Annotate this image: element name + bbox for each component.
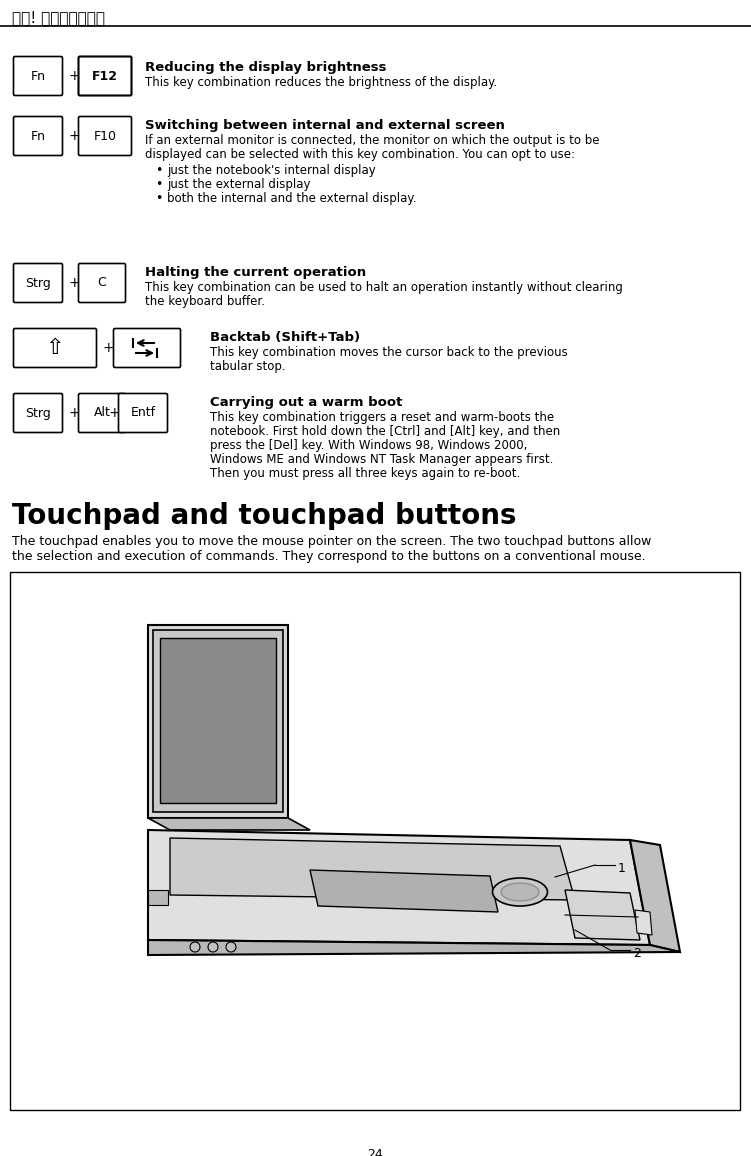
Bar <box>10 572 740 1110</box>
Text: This key combination triggers a reset and warm-boots the: This key combination triggers a reset an… <box>210 412 554 424</box>
Text: Backtab (Shift+Tab): Backtab (Shift+Tab) <box>210 331 360 344</box>
Text: just the notebook's internal display: just the notebook's internal display <box>167 164 376 177</box>
Text: displayed can be selected with this key combination. You can opt to use:: displayed can be selected with this key … <box>145 148 575 161</box>
Circle shape <box>208 942 218 953</box>
Text: F10: F10 <box>94 129 116 142</box>
Text: F12: F12 <box>92 69 118 82</box>
Text: 24: 24 <box>367 1148 383 1156</box>
Polygon shape <box>148 818 310 830</box>
Text: press the [Del] key. With Windows 98, Windows 2000,: press the [Del] key. With Windows 98, Wi… <box>210 439 527 452</box>
Text: +: + <box>68 406 80 420</box>
FancyBboxPatch shape <box>14 393 62 432</box>
Polygon shape <box>310 870 498 912</box>
Polygon shape <box>630 840 680 953</box>
Text: •: • <box>155 178 162 191</box>
Text: the keyboard buffer.: the keyboard buffer. <box>145 295 265 307</box>
Text: 錯誤! 尚未定義樣式。: 錯誤! 尚未定義樣式。 <box>12 10 105 25</box>
Text: This key combination can be used to halt an operation instantly without clearing: This key combination can be used to halt… <box>145 281 623 294</box>
Polygon shape <box>160 638 276 803</box>
Text: tabular stop.: tabular stop. <box>210 360 285 373</box>
Ellipse shape <box>501 883 539 901</box>
FancyBboxPatch shape <box>79 57 131 96</box>
Text: notebook. First hold down the [Ctrl] and [Alt] key, and then: notebook. First hold down the [Ctrl] and… <box>210 425 560 438</box>
Text: This key combination reduces the brightness of the display.: This key combination reduces the brightn… <box>145 76 497 89</box>
FancyBboxPatch shape <box>14 117 62 156</box>
Text: just the external display: just the external display <box>167 178 310 191</box>
Text: The touchpad enables you to move the mouse pointer on the screen. The two touchp: The touchpad enables you to move the mou… <box>12 535 651 548</box>
Polygon shape <box>148 890 168 905</box>
FancyBboxPatch shape <box>79 264 125 303</box>
Text: both the internal and the external display.: both the internal and the external displ… <box>167 192 417 205</box>
Polygon shape <box>148 625 288 818</box>
FancyBboxPatch shape <box>79 393 125 432</box>
Text: Entf: Entf <box>131 407 155 420</box>
FancyBboxPatch shape <box>119 393 167 432</box>
FancyBboxPatch shape <box>14 57 62 96</box>
Text: Then you must press all three keys again to re-boot.: Then you must press all three keys again… <box>210 467 520 480</box>
Polygon shape <box>148 830 650 944</box>
Text: 2: 2 <box>633 947 641 959</box>
Text: •: • <box>155 164 162 177</box>
FancyBboxPatch shape <box>14 328 96 368</box>
Polygon shape <box>170 838 575 901</box>
FancyBboxPatch shape <box>113 328 180 368</box>
Text: +: + <box>102 341 113 355</box>
Text: Strg: Strg <box>25 276 51 289</box>
Text: the selection and execution of commands. They correspond to the buttons on a con: the selection and execution of commands.… <box>12 550 646 563</box>
Text: Halting the current operation: Halting the current operation <box>145 266 366 279</box>
Text: 1: 1 <box>618 862 626 875</box>
FancyBboxPatch shape <box>79 117 131 156</box>
Polygon shape <box>148 940 680 955</box>
Circle shape <box>226 942 236 953</box>
Text: +: + <box>68 129 80 143</box>
Text: Touchpad and touchpad buttons: Touchpad and touchpad buttons <box>12 502 517 529</box>
Text: Switching between internal and external screen: Switching between internal and external … <box>145 119 505 132</box>
Text: Strg: Strg <box>25 407 51 420</box>
Text: +: + <box>68 276 80 290</box>
Text: If an external monitor is connected, the monitor on which the output is to be: If an external monitor is connected, the… <box>145 134 599 147</box>
Text: ⇧: ⇧ <box>46 338 65 358</box>
Text: Windows ME and Windows NT Task Manager appears first.: Windows ME and Windows NT Task Manager a… <box>210 453 553 466</box>
Text: +: + <box>109 406 121 420</box>
Circle shape <box>190 942 200 953</box>
FancyBboxPatch shape <box>14 264 62 303</box>
Text: +: + <box>68 69 80 83</box>
Polygon shape <box>565 890 640 940</box>
Text: C: C <box>98 276 107 289</box>
Polygon shape <box>635 910 652 935</box>
Ellipse shape <box>493 879 547 906</box>
Text: Fn: Fn <box>31 69 46 82</box>
Text: •: • <box>155 192 162 205</box>
Text: Fn: Fn <box>31 129 46 142</box>
Polygon shape <box>153 630 283 812</box>
Text: This key combination moves the cursor back to the previous: This key combination moves the cursor ba… <box>210 346 568 360</box>
Text: Alt: Alt <box>94 407 110 420</box>
Text: Carrying out a warm boot: Carrying out a warm boot <box>210 397 403 409</box>
Text: Reducing the display brightness: Reducing the display brightness <box>145 61 387 74</box>
